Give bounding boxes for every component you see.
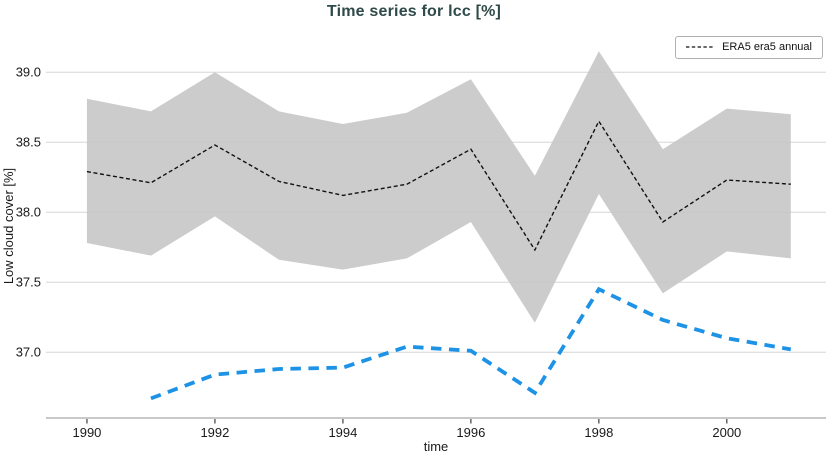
secondary-annual-line (150, 286, 792, 401)
x-tick-label: 1992 (200, 425, 229, 440)
y-axis-title: Low cloud cover [%] (1, 168, 16, 284)
axes-layer: 1990 1992 1994 1996 1998 2000 (46, 417, 826, 440)
era5-annual-line (86, 119, 791, 252)
uncertainty-band (86, 51, 791, 323)
x-tick-label: 2000 (712, 425, 741, 440)
legend: ERA5 era5 annual (675, 36, 823, 59)
x-tick-label: 1994 (328, 425, 357, 440)
series-layer (86, 119, 792, 401)
y-tick-label: 38.0 (16, 205, 41, 220)
y-tick-label: 39.0 (16, 65, 41, 80)
x-tick-label: 1996 (456, 425, 485, 440)
x-axis-title: time (424, 439, 449, 454)
legend-line-sample (686, 46, 714, 48)
legend-label: ERA5 era5 annual (722, 41, 812, 53)
y-tick-label: 37.5 (16, 275, 41, 290)
x-tick-label: 1998 (584, 425, 613, 440)
chart-title: Time series for lcc [%] (326, 3, 502, 20)
y-tick-label: 38.5 (16, 135, 41, 150)
x-tick-label: 1990 (72, 425, 101, 440)
y-tick-label: 37.0 (16, 345, 41, 360)
gridlines-layer: 37.0 37.5 38.0 38.5 39.0 (16, 65, 826, 360)
uncertainty-band-layer (86, 51, 791, 323)
